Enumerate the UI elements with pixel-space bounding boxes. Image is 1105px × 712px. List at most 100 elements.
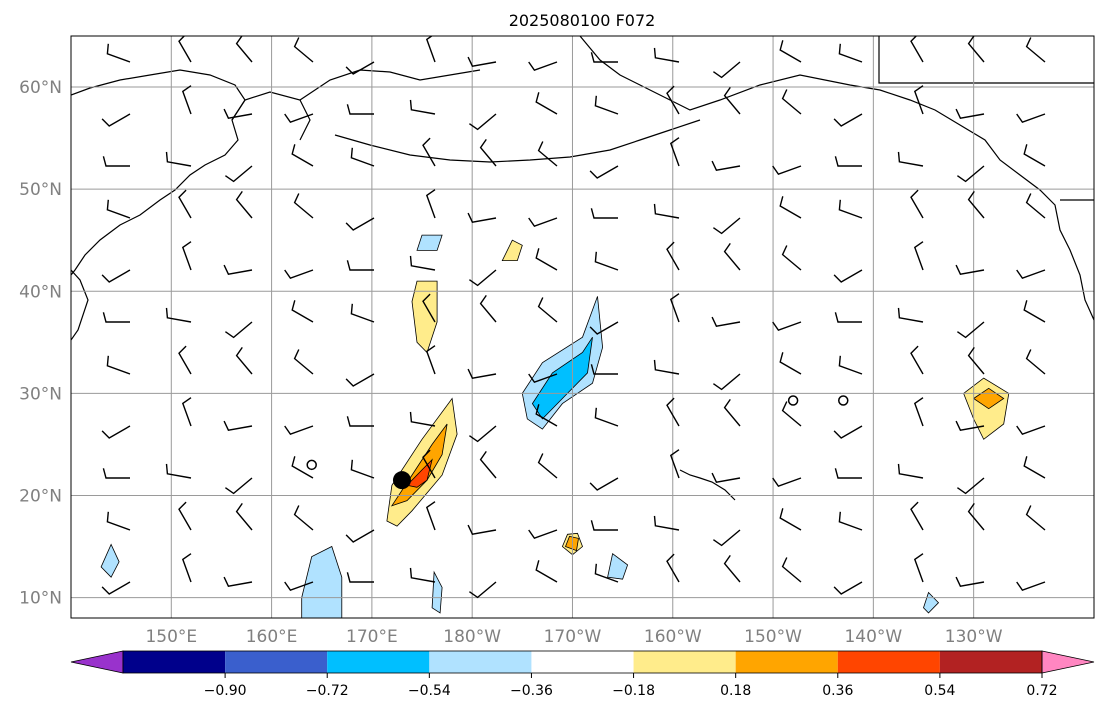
- wind-barb: [181, 553, 192, 583]
- canada-border: [878, 36, 1094, 84]
- wind-barb: [293, 505, 314, 531]
- wind-barb: [350, 303, 375, 323]
- wind-barb: [425, 345, 436, 375]
- wind-barb: [223, 576, 253, 587]
- wind-barb: [833, 269, 863, 283]
- wind-barb: [181, 397, 192, 427]
- colorbar-segment: [225, 651, 328, 673]
- wind-barb: [913, 397, 924, 427]
- latitude-tick-label: 20°N: [19, 486, 62, 506]
- wind-barb: [165, 307, 192, 323]
- wind-barb: [284, 269, 314, 280]
- wind-barb: [469, 581, 497, 599]
- wind-barb: [594, 563, 619, 583]
- wind-barb: [589, 165, 619, 179]
- map-plot-area: [71, 36, 1094, 618]
- wind-barb: [910, 345, 924, 375]
- wind-barb: [102, 312, 130, 323]
- wind-barb: [101, 425, 131, 439]
- wind-barb: [422, 137, 436, 167]
- wind-barb: [165, 151, 192, 167]
- wind-barb: [293, 193, 314, 219]
- kamchatka-coast: [231, 91, 311, 141]
- longitude-labels: 150°E 160°E 170°E 180°W 170°W 160°W 150°W 140°W…: [145, 627, 1002, 647]
- latitude-tick-label: 40°N: [19, 282, 62, 302]
- latitude-labels: 10°N 20°N 30°N 40°N 50°N 60°N: [19, 78, 62, 609]
- wind-barb: [834, 156, 862, 167]
- wind-barb: [479, 295, 497, 323]
- wind-barb: [345, 61, 375, 75]
- wind-barb: [537, 141, 558, 167]
- anomaly-negative-light-tiny2: [607, 553, 629, 580]
- alaska-coastline: [579, 36, 1094, 321]
- wind-barb: [467, 368, 497, 379]
- wind-barb: [666, 397, 680, 427]
- latitude-tick-label: 60°N: [19, 78, 62, 98]
- longitude-tick-label: 160°E: [246, 627, 298, 647]
- colorbar-extend-high: [1041, 650, 1095, 674]
- wind-barb: [772, 321, 802, 332]
- wind-barb: [589, 321, 619, 335]
- wind-barb: [425, 36, 436, 63]
- wind-barb: [235, 191, 253, 219]
- wind-barb: [101, 269, 131, 283]
- wind-barb: [102, 156, 130, 167]
- colorbar-tick-label: −0.90: [204, 683, 247, 699]
- calm-wind-circle: [306, 459, 317, 471]
- map-frame: [70, 35, 1095, 619]
- wind-barb: [535, 92, 558, 115]
- storm-center-marker: [392, 471, 411, 490]
- wind-barb: [422, 293, 436, 323]
- wind-barb: [235, 347, 253, 375]
- wind-barb: [409, 99, 436, 115]
- wind-barb: [225, 321, 253, 339]
- wind-barb: [897, 463, 924, 479]
- wind-barb: [779, 196, 802, 219]
- wind-barb: [666, 553, 680, 583]
- wind-barb: [913, 85, 924, 115]
- wind-barb: [833, 425, 863, 439]
- wind-barb: [955, 576, 985, 587]
- wind-barb: [535, 404, 558, 427]
- wind-barb: [223, 420, 253, 431]
- colorbar-tick-label: −0.36: [510, 683, 553, 699]
- wind-barb: [284, 113, 314, 124]
- wind-barb: [967, 503, 985, 531]
- colorbar-tick-label: −0.18: [612, 683, 655, 699]
- wind-barb: [178, 501, 192, 531]
- wind-barb: [590, 208, 618, 219]
- colorbar-segment: [735, 651, 838, 673]
- wind-barb: [772, 477, 802, 488]
- anomaly-positive-light-north: [411, 280, 438, 354]
- wind-barb: [955, 264, 985, 275]
- wind-barb: [479, 451, 497, 479]
- colorbar-tick-label: 0.36: [822, 683, 853, 699]
- colorbar-segment: [327, 651, 430, 673]
- wind-barb: [106, 511, 131, 531]
- wind-barb: [713, 373, 741, 391]
- wind-barb: [346, 416, 374, 427]
- wind-barb: [781, 557, 802, 583]
- wind-barb: [779, 508, 802, 531]
- anomaly-positive-small-north: [501, 239, 523, 262]
- graticule: [71, 36, 1094, 618]
- wind-barb: [284, 425, 314, 436]
- wind-barb: [1025, 193, 1046, 219]
- wind-barb: [293, 349, 314, 375]
- wind-barb: [594, 407, 619, 427]
- wind-barb: [594, 251, 619, 271]
- wind-barb: [666, 85, 680, 115]
- wind-barb: [957, 477, 985, 495]
- wind-barb: [834, 468, 862, 479]
- wind-barbs: [101, 36, 1046, 599]
- colorbar-tick-label: 0.72: [1026, 683, 1057, 699]
- wind-barb: [409, 567, 436, 583]
- wind-barb: [833, 581, 863, 595]
- wind-barb: [181, 241, 192, 271]
- wind-barb: [425, 501, 436, 531]
- wind-barb: [957, 321, 985, 339]
- wind-barb: [1025, 505, 1046, 531]
- wind-barb: [723, 555, 741, 583]
- wind-barb: [537, 453, 558, 479]
